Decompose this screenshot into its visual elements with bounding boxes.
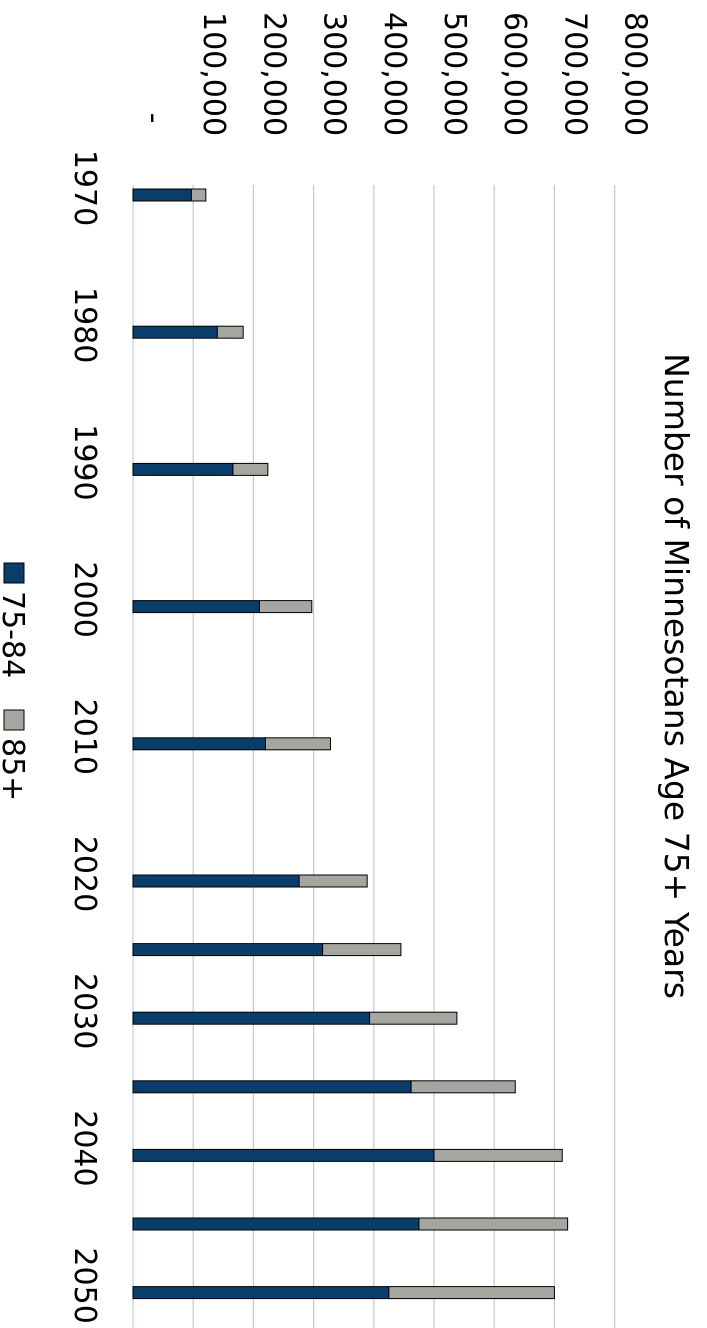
bar-85-plus — [322, 943, 402, 957]
chart-title: Number of Minnesotans Age 75+ Years — [657, 353, 696, 999]
value-tick-label: 100,000 — [196, 12, 231, 136]
value-tick-label: 500,000 — [437, 12, 472, 136]
category-tick-label: 2010 — [67, 699, 102, 775]
bar-75-84 — [132, 943, 324, 957]
bar-85-plus — [264, 737, 331, 751]
bar-85-plus — [433, 1148, 563, 1162]
bar-75-84 — [132, 1148, 435, 1162]
category-tick-label: 2020 — [67, 836, 102, 912]
bar-85-plus — [410, 1080, 516, 1094]
value-tick-label: 600,000 — [497, 12, 532, 136]
value-tick-label: 700,000 — [557, 12, 592, 136]
value-tick-label: 800,000 — [618, 12, 653, 136]
bar-85-plus — [418, 1217, 569, 1231]
bar-75-84 — [132, 1011, 371, 1025]
bar-85-plus — [216, 325, 244, 339]
bar-75-84 — [132, 325, 218, 339]
bar-85-plus — [388, 1286, 555, 1300]
category-axis-ticks: 1970 1980 1990 2000 2010 2020 2030 2040 2050 — [67, 150, 102, 1324]
value-tick-label: 200,000 — [256, 12, 291, 136]
category-tick-label: 1990 — [67, 424, 102, 500]
value-tick-label: - — [136, 113, 171, 124]
value-tick-label: 300,000 — [317, 12, 352, 136]
category-tick-label: 1980 — [67, 287, 102, 363]
category-tick-label: 1970 — [67, 150, 102, 226]
value-axis-ticks: - 100,000 200,000 300,000 400,000 500,000 600,… — [136, 12, 653, 136]
bar-75-84 — [132, 1217, 420, 1231]
bar-75-84 — [132, 737, 266, 751]
bar-85-plus — [258, 600, 313, 614]
legend-swatch — [3, 562, 25, 584]
bar-85-plus — [369, 1011, 458, 1025]
gridlines — [132, 185, 616, 1328]
bar-75-84 — [132, 462, 234, 476]
category-tick-label: 2030 — [67, 973, 102, 1049]
legend-label: 85+ — [0, 738, 30, 801]
bar-75-84 — [132, 874, 300, 888]
value-tick-label: 400,000 — [377, 12, 412, 136]
bar-75-84 — [132, 600, 260, 614]
bar-75-84 — [132, 188, 192, 202]
bar-85-plus — [190, 188, 207, 202]
bar-75-84 — [132, 1080, 412, 1094]
category-tick-label: 2040 — [67, 1110, 102, 1186]
legend-label: 75-84 — [0, 591, 30, 678]
bar-85-plus — [298, 874, 368, 888]
category-tick-label: 2000 — [67, 561, 102, 637]
category-tick-label: 2050 — [67, 1247, 102, 1323]
legend-swatch — [3, 709, 25, 731]
bar-group — [132, 188, 569, 1300]
legend: 75-84 85+ — [0, 562, 30, 801]
bar-75-84 — [132, 1286, 390, 1300]
bar-85-plus — [232, 462, 269, 476]
